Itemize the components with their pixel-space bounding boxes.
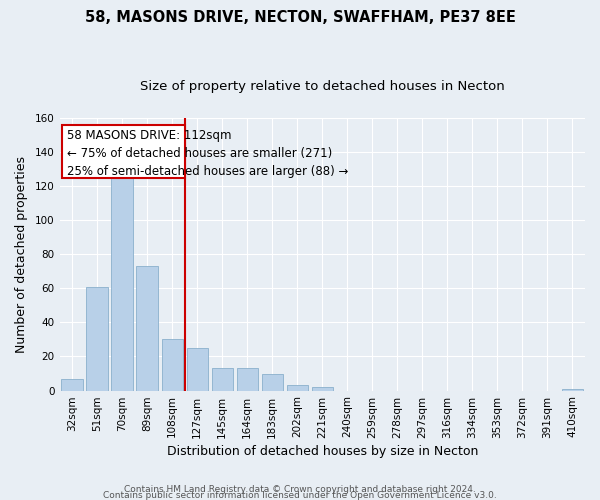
Bar bbox=[262, 374, 283, 390]
Bar bbox=[236, 368, 258, 390]
Text: Contains HM Land Registry data © Crown copyright and database right 2024.: Contains HM Land Registry data © Crown c… bbox=[124, 484, 476, 494]
Bar bbox=[61, 378, 83, 390]
Text: Contains public sector information licensed under the Open Government Licence v3: Contains public sector information licen… bbox=[103, 490, 497, 500]
Bar bbox=[187, 348, 208, 391]
Bar bbox=[311, 387, 333, 390]
Bar bbox=[161, 340, 183, 390]
Y-axis label: Number of detached properties: Number of detached properties bbox=[15, 156, 28, 352]
FancyBboxPatch shape bbox=[62, 124, 185, 178]
Bar bbox=[212, 368, 233, 390]
Bar bbox=[136, 266, 158, 390]
Bar bbox=[287, 386, 308, 390]
X-axis label: Distribution of detached houses by size in Necton: Distribution of detached houses by size … bbox=[167, 444, 478, 458]
Bar bbox=[86, 286, 108, 391]
Text: 58, MASONS DRIVE, NECTON, SWAFFHAM, PE37 8EE: 58, MASONS DRIVE, NECTON, SWAFFHAM, PE37… bbox=[85, 10, 515, 25]
Title: Size of property relative to detached houses in Necton: Size of property relative to detached ho… bbox=[140, 80, 505, 93]
Bar bbox=[562, 389, 583, 390]
Text: 58 MASONS DRIVE: 112sqm
← 75% of detached houses are smaller (271)
25% of semi-d: 58 MASONS DRIVE: 112sqm ← 75% of detache… bbox=[67, 128, 349, 178]
Bar bbox=[112, 170, 133, 390]
